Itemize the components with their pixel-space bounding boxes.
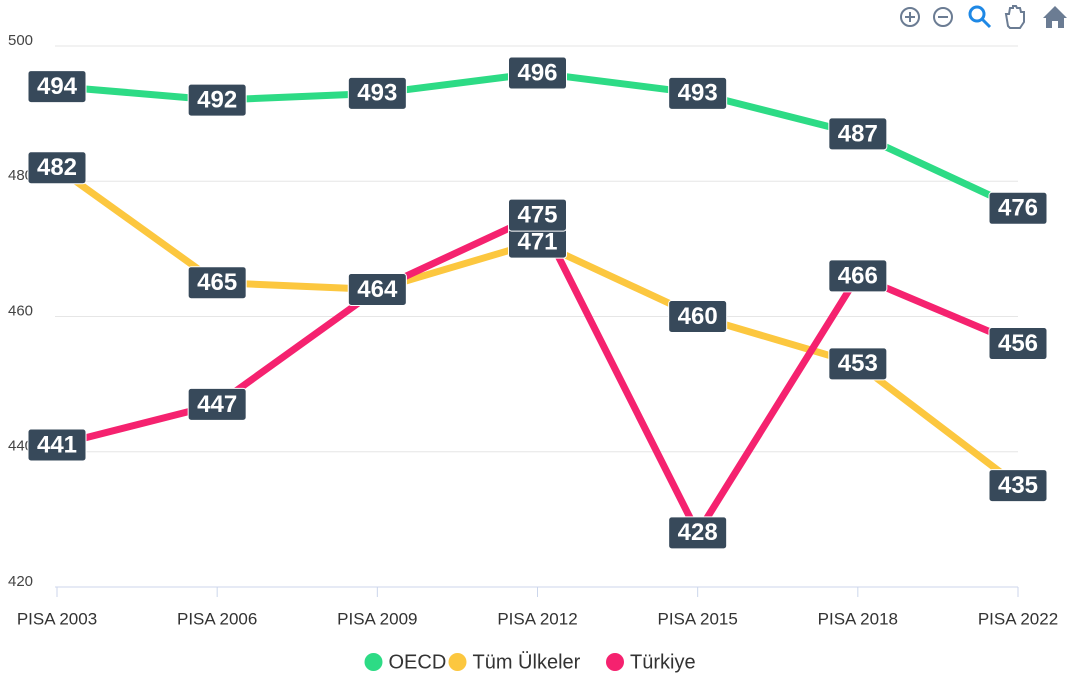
- data-label-box: [508, 198, 567, 232]
- x-tick-label: PISA 2022: [978, 609, 1058, 628]
- data-label: 471: [517, 228, 557, 255]
- toolbar: [900, 5, 1067, 29]
- pan[interactable]: [1004, 5, 1025, 29]
- data-label: 453: [838, 350, 878, 377]
- data-label: 492: [197, 86, 237, 113]
- data-label-box: [668, 76, 728, 110]
- data-label: 496: [517, 59, 557, 86]
- data-label-box: [187, 83, 247, 117]
- data-label: 447: [197, 391, 237, 418]
- x-tick-label: PISA 2003: [17, 609, 97, 628]
- x-tick-label: PISA 2018: [818, 609, 898, 628]
- y-tick-label: 440: [8, 438, 33, 455]
- data-label: 464: [357, 276, 398, 303]
- data-label: 460: [678, 303, 718, 330]
- data-label-box: [27, 151, 87, 185]
- legend-label: Tüm Ülkeler: [473, 651, 581, 673]
- y-tick-label: 420: [8, 573, 33, 590]
- data-label-box: [508, 56, 567, 90]
- data-label-box: [988, 191, 1048, 225]
- reset[interactable]: [1043, 6, 1067, 28]
- data-label-box: [27, 70, 87, 104]
- data-label-box: [828, 117, 888, 151]
- y-tick-label: 460: [8, 302, 33, 319]
- data-label: 466: [838, 262, 878, 289]
- legend-marker: [364, 653, 383, 671]
- data-label: 487: [838, 120, 878, 147]
- data-label: 494: [37, 73, 78, 100]
- data-label: 428: [678, 519, 718, 546]
- data-label: 441: [37, 431, 77, 458]
- data-label: 476: [998, 195, 1038, 222]
- data-label: 475: [517, 201, 557, 228]
- data-label-box: [347, 76, 407, 110]
- y-tick-label: 500: [8, 32, 33, 49]
- grid: 420 440 460 480 500 PISA 2003 PISA 2006 PISA 20…: [8, 32, 1058, 629]
- legend-label: Türkiye: [630, 651, 696, 673]
- zoom-out[interactable]: [933, 7, 953, 27]
- y-tick-label: 480: [8, 167, 33, 184]
- data-label: 465: [197, 269, 237, 296]
- data-label-box: [828, 259, 888, 293]
- data-label-box: [988, 469, 1048, 503]
- x-tick-label: PISA 2012: [497, 609, 577, 628]
- zoom-in[interactable]: [900, 7, 920, 27]
- zoom-select[interactable]: [968, 5, 992, 29]
- legend-marker: [606, 653, 624, 671]
- data-label: 493: [678, 80, 718, 107]
- data-label-box: [187, 266, 247, 300]
- data-label: 482: [37, 154, 77, 181]
- legend-label: OECD: [389, 651, 447, 673]
- data-labels: 494 492 493 496 493 487 476 482 465 464 471 460 453 4…: [27, 56, 1048, 550]
- data-label: 493: [357, 80, 397, 107]
- x-tick-label: PISA 2006: [177, 609, 257, 628]
- data-label: 435: [998, 472, 1038, 499]
- data-label: 456: [998, 330, 1038, 357]
- data-label-box: [27, 428, 87, 462]
- legend-marker: [448, 653, 467, 671]
- x-tick-label: PISA 2015: [657, 609, 737, 628]
- data-label-box: [668, 300, 728, 333]
- data-label-box: [347, 272, 407, 306]
- data-label-box: [988, 327, 1048, 361]
- data-label-box: [668, 516, 728, 550]
- legend: OECD Tüm Ülkeler Türkiye: [364, 651, 696, 673]
- data-label-box: [187, 387, 247, 421]
- data-label-box: [828, 347, 888, 381]
- x-tick-label: PISA 2009: [337, 609, 417, 628]
